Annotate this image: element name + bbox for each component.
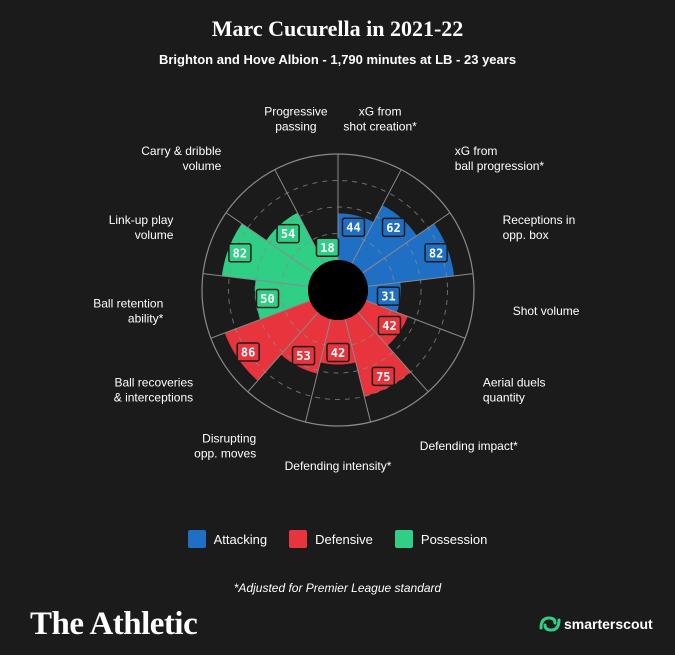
category-label-5-line-0: Defending impact* bbox=[420, 439, 518, 453]
category-label-1: xG from ball progression* bbox=[455, 144, 545, 173]
value-label-5: 75 bbox=[376, 370, 390, 384]
category-label-11: Carry & dribble volume bbox=[141, 144, 221, 173]
category-label-3: Shot volume bbox=[513, 304, 580, 318]
category-label-0-line-1: shot creation* bbox=[343, 120, 417, 134]
value-label-3: 31 bbox=[381, 290, 395, 304]
category-label-5: Defending impact* bbox=[420, 439, 518, 453]
category-label-7: Disrupting opp. moves bbox=[194, 431, 256, 460]
legend-item-defensive: Defensive bbox=[289, 530, 373, 548]
grid-ring-2 bbox=[228, 180, 448, 400]
legend-swatch-attacking bbox=[187, 530, 206, 548]
bar-10 bbox=[221, 223, 314, 287]
grid-spoke-10 bbox=[202, 273, 309, 287]
category-label-3-line-0: Shot volume bbox=[513, 304, 580, 318]
category-label-0: xG from shot creation* bbox=[343, 105, 417, 134]
footnote: *Adjusted for Premier League standard bbox=[233, 581, 442, 595]
value-badge-9 bbox=[255, 288, 280, 309]
grid-spoke-11 bbox=[225, 212, 314, 274]
category-label-10-line-0: Link-up play bbox=[109, 213, 174, 227]
value-badge-8 bbox=[236, 342, 260, 362]
category-label-9: Ball retention ability* bbox=[93, 297, 163, 326]
legend-label-attacking: Attacking bbox=[213, 531, 268, 547]
value-badge-7 bbox=[291, 345, 316, 366]
publisher-logo: The Athletic bbox=[30, 606, 198, 642]
category-label-6-line-0: Defending intensity* bbox=[285, 459, 392, 473]
value-badge-12 bbox=[315, 237, 340, 258]
legend-label-possession: Possession bbox=[420, 531, 488, 547]
grid-spoke-1 bbox=[351, 169, 402, 264]
value-label-12: 18 bbox=[320, 241, 334, 255]
category-label-8: Ball recoveries & interceptions bbox=[114, 375, 193, 404]
category-label-1-line-1: ball progression* bbox=[455, 159, 545, 173]
value-badge-11 bbox=[276, 223, 300, 244]
partner-logo: smarterscout bbox=[538, 614, 653, 634]
grid-spoke-6 bbox=[344, 319, 372, 423]
category-label-9-line-1: ability* bbox=[128, 312, 164, 326]
category-label-11-line-0: Carry & dribble bbox=[141, 144, 221, 158]
category-label-6: Defending intensity* bbox=[285, 459, 392, 473]
value-badge-3 bbox=[376, 286, 401, 306]
value-badge-5 bbox=[371, 366, 396, 387]
grid-spoke-7 bbox=[304, 319, 332, 423]
partner-name: smarterscout bbox=[564, 616, 653, 632]
bar-2 bbox=[362, 223, 455, 287]
category-label-10: Link-up play volume bbox=[109, 213, 174, 242]
chart-title: Marc Cucurella in 2021-22 bbox=[211, 16, 464, 41]
category-label-8-line-1: & interceptions bbox=[114, 390, 193, 404]
value-badge-6 bbox=[326, 342, 350, 363]
value-label-1: 62 bbox=[386, 221, 400, 235]
grid-spoke-5 bbox=[357, 312, 429, 393]
chart-subtitle: Brighton and Hove Albion - 1,790 minutes… bbox=[158, 52, 517, 67]
legend-label-defensive: Defensive bbox=[315, 531, 373, 547]
category-label-12-line-1: passing bbox=[275, 120, 316, 134]
category-label-7-line-0: Disrupting bbox=[202, 431, 256, 445]
category-label-4-line-1: quantity bbox=[483, 390, 525, 404]
category-label-9-line-0: Ball retention bbox=[93, 297, 163, 311]
category-label-4-line-0: Aerial duels bbox=[483, 375, 546, 389]
category-label-7-line-1: opp. moves bbox=[194, 446, 256, 460]
category-label-0-line-0: xG from bbox=[359, 105, 402, 119]
value-label-7: 53 bbox=[296, 349, 310, 363]
center-hole bbox=[308, 260, 368, 320]
value-badge-4 bbox=[377, 315, 402, 336]
value-label-11: 54 bbox=[281, 227, 295, 241]
grid-spoke-2 bbox=[362, 212, 451, 274]
category-label-12-line-0: Progressive bbox=[264, 105, 328, 119]
value-label-0: 44 bbox=[346, 221, 360, 235]
grid-spoke-9 bbox=[210, 300, 311, 339]
value-label-2: 82 bbox=[429, 246, 443, 260]
value-label-9: 50 bbox=[260, 292, 274, 306]
grid-spoke-3 bbox=[367, 273, 474, 287]
legend-swatch-possession bbox=[394, 530, 413, 548]
category-label-2: Receptions in opp. box bbox=[503, 213, 576, 242]
value-badge-2 bbox=[424, 243, 448, 263]
legend: Attacking Defensive Possession bbox=[0, 530, 675, 548]
value-badge-1 bbox=[381, 217, 406, 238]
category-label-2-line-1: opp. box bbox=[503, 228, 549, 242]
grid-spoke-4 bbox=[365, 300, 466, 339]
value-label-8: 86 bbox=[241, 346, 255, 360]
value-label-6: 42 bbox=[331, 346, 345, 360]
category-label-12: Progressive passing bbox=[264, 105, 328, 134]
value-badge-10 bbox=[228, 243, 252, 263]
category-label-10-line-1: volume bbox=[135, 228, 174, 242]
value-label-4: 42 bbox=[382, 319, 396, 333]
legend-item-attacking: Attacking bbox=[187, 530, 268, 548]
category-label-11-line-1: volume bbox=[183, 159, 222, 173]
value-label-10: 82 bbox=[233, 246, 247, 260]
value-badge-0 bbox=[341, 217, 366, 237]
category-label-4: Aerial duels quantity bbox=[483, 375, 546, 404]
smarterscout-icon bbox=[539, 616, 561, 632]
category-label-1-line-0: xG from bbox=[455, 144, 498, 158]
legend-swatch-defensive bbox=[289, 530, 308, 548]
category-label-2-line-0: Receptions in bbox=[503, 213, 576, 227]
category-label-8-line-0: Ball recoveries bbox=[114, 375, 193, 389]
legend-item-possession: Possession bbox=[394, 530, 488, 548]
grid-spoke-8 bbox=[247, 312, 319, 393]
